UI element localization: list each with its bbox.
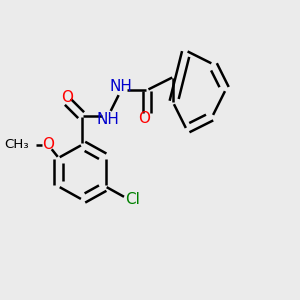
Text: O: O (42, 137, 54, 152)
Text: O: O (138, 111, 150, 126)
Text: O: O (61, 90, 73, 105)
Text: NH: NH (97, 112, 120, 127)
Text: CH₃: CH₃ (4, 138, 28, 151)
Text: NH: NH (110, 80, 133, 94)
Text: Cl: Cl (125, 192, 140, 207)
